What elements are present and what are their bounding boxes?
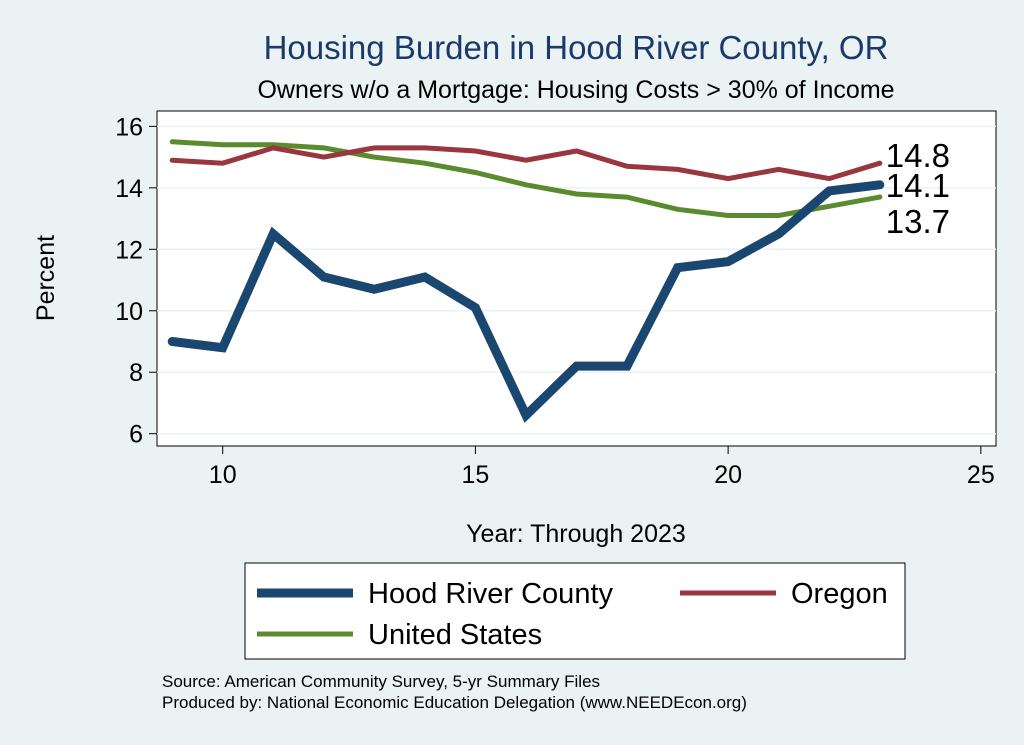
y-tick-label: 8	[129, 359, 143, 387]
x-tick-label: 10	[209, 461, 237, 489]
y-tick-label: 14	[115, 175, 143, 203]
y-tick-label: 10	[115, 298, 143, 326]
legend-label-united-states: United States	[368, 619, 542, 651]
end-label-hood-river-county: 14.1	[886, 167, 950, 204]
series-group	[167, 139, 885, 423]
x-axis-label: Year: Through 2023	[466, 520, 686, 548]
plot-area	[156, 110, 997, 447]
legend-label-oregon: Oregon	[791, 578, 888, 610]
end-labels: 14.114.8 13.7	[886, 137, 950, 240]
x-tick-label: 20	[714, 461, 742, 489]
y-axis-label: Percent	[32, 235, 60, 321]
end-label-oregon: 14.8	[886, 137, 950, 174]
legend-box	[244, 562, 906, 660]
end-point-united-states	[877, 194, 883, 200]
source-line-1: Source: American Community Survey, 5-yr …	[162, 672, 600, 691]
source-line-2: Produced by: National Economic Education…	[162, 693, 747, 712]
end-point-hood-river-county	[877, 182, 883, 188]
chart-subtitle: Owners w/o a Mortgage: Housing Costs > 3…	[257, 76, 894, 104]
series-line-united-states	[169, 139, 883, 218]
axes: 6 8 10 12 14 16 10 15 20 25	[115, 113, 995, 489]
end-label-united-states: 13.7	[886, 203, 950, 240]
legend-label-hood-river-county: Hood River County	[368, 578, 613, 610]
chart-title: Housing Burden in Hood River County, OR	[264, 29, 889, 66]
y-tick-label: 6	[129, 421, 143, 449]
legend: Hood River County Oregon United States	[257, 578, 888, 651]
end-point-oregon	[877, 160, 883, 166]
x-tick-label: 25	[967, 461, 995, 489]
y-tick-label: 12	[115, 236, 143, 264]
y-tick-label: 16	[115, 113, 143, 141]
series-line-oregon	[169, 145, 883, 182]
x-tick-label: 15	[462, 461, 490, 489]
series-line-hood-river-county	[167, 180, 885, 423]
